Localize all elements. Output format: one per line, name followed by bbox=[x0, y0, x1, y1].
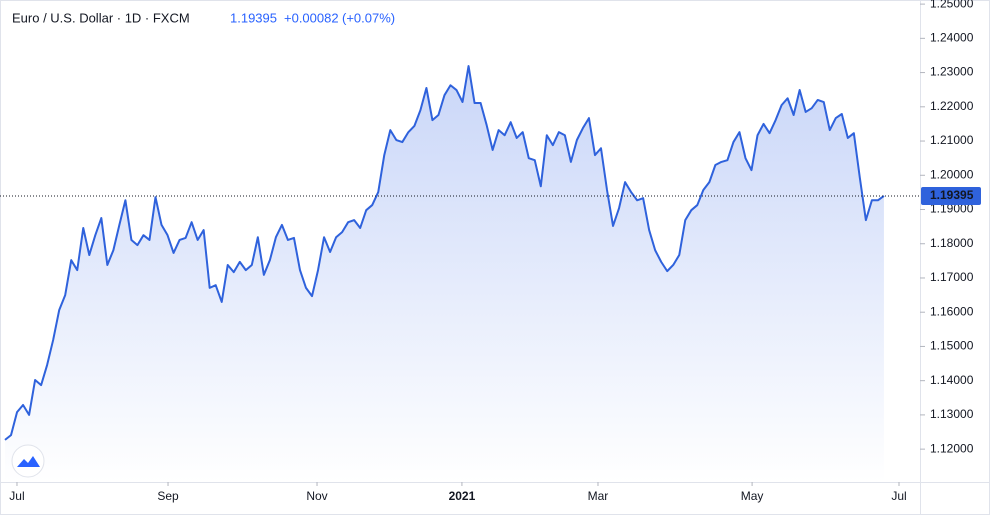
x-tick-label: 2021 bbox=[449, 489, 476, 503]
change: +0.00082 bbox=[284, 10, 339, 25]
last-price-box bbox=[921, 186, 981, 205]
logo[interactable] bbox=[11, 444, 45, 478]
symbol: Euro / U.S. Dollar · 1D · FXCM bbox=[12, 10, 190, 25]
area-fill bbox=[4, 66, 884, 482]
y-tick-label: 1.16000 bbox=[930, 304, 974, 318]
x-tick-label: Sep bbox=[157, 489, 179, 503]
y-tick-label: 1.25000 bbox=[930, 0, 974, 10]
price-line bbox=[4, 65, 885, 441]
change-pct: (+0.07%) bbox=[342, 10, 395, 25]
y-tick-label: 1.19000 bbox=[930, 202, 974, 216]
y-tick-label: 1.17000 bbox=[930, 270, 974, 284]
y-tick-label: 1.13000 bbox=[930, 407, 974, 421]
x-tick-label: Jul bbox=[891, 489, 906, 503]
y-tick-label: 1.22000 bbox=[930, 99, 974, 113]
y-tick-label: 1.14000 bbox=[930, 373, 974, 387]
y-tick-label: 1.21000 bbox=[930, 133, 974, 147]
x-tick-label: May bbox=[741, 489, 764, 503]
y-tick-label: 1.18000 bbox=[930, 236, 974, 250]
y-tick-label: 1.12000 bbox=[930, 441, 974, 455]
y-tick-label: 1.23000 bbox=[930, 65, 974, 79]
price: 1.19395 bbox=[230, 10, 277, 25]
x-tick-label: Jul bbox=[9, 489, 24, 503]
x-tick-label: Nov bbox=[306, 489, 327, 503]
last-price-label: 1.19395 bbox=[930, 188, 974, 202]
y-tick-label: 1.15000 bbox=[930, 339, 974, 353]
y-tick-label: 1.20000 bbox=[930, 167, 974, 181]
x-tick-label: Mar bbox=[588, 489, 609, 503]
plot bbox=[4, 65, 885, 482]
y-tick-label: 1.24000 bbox=[930, 31, 974, 45]
